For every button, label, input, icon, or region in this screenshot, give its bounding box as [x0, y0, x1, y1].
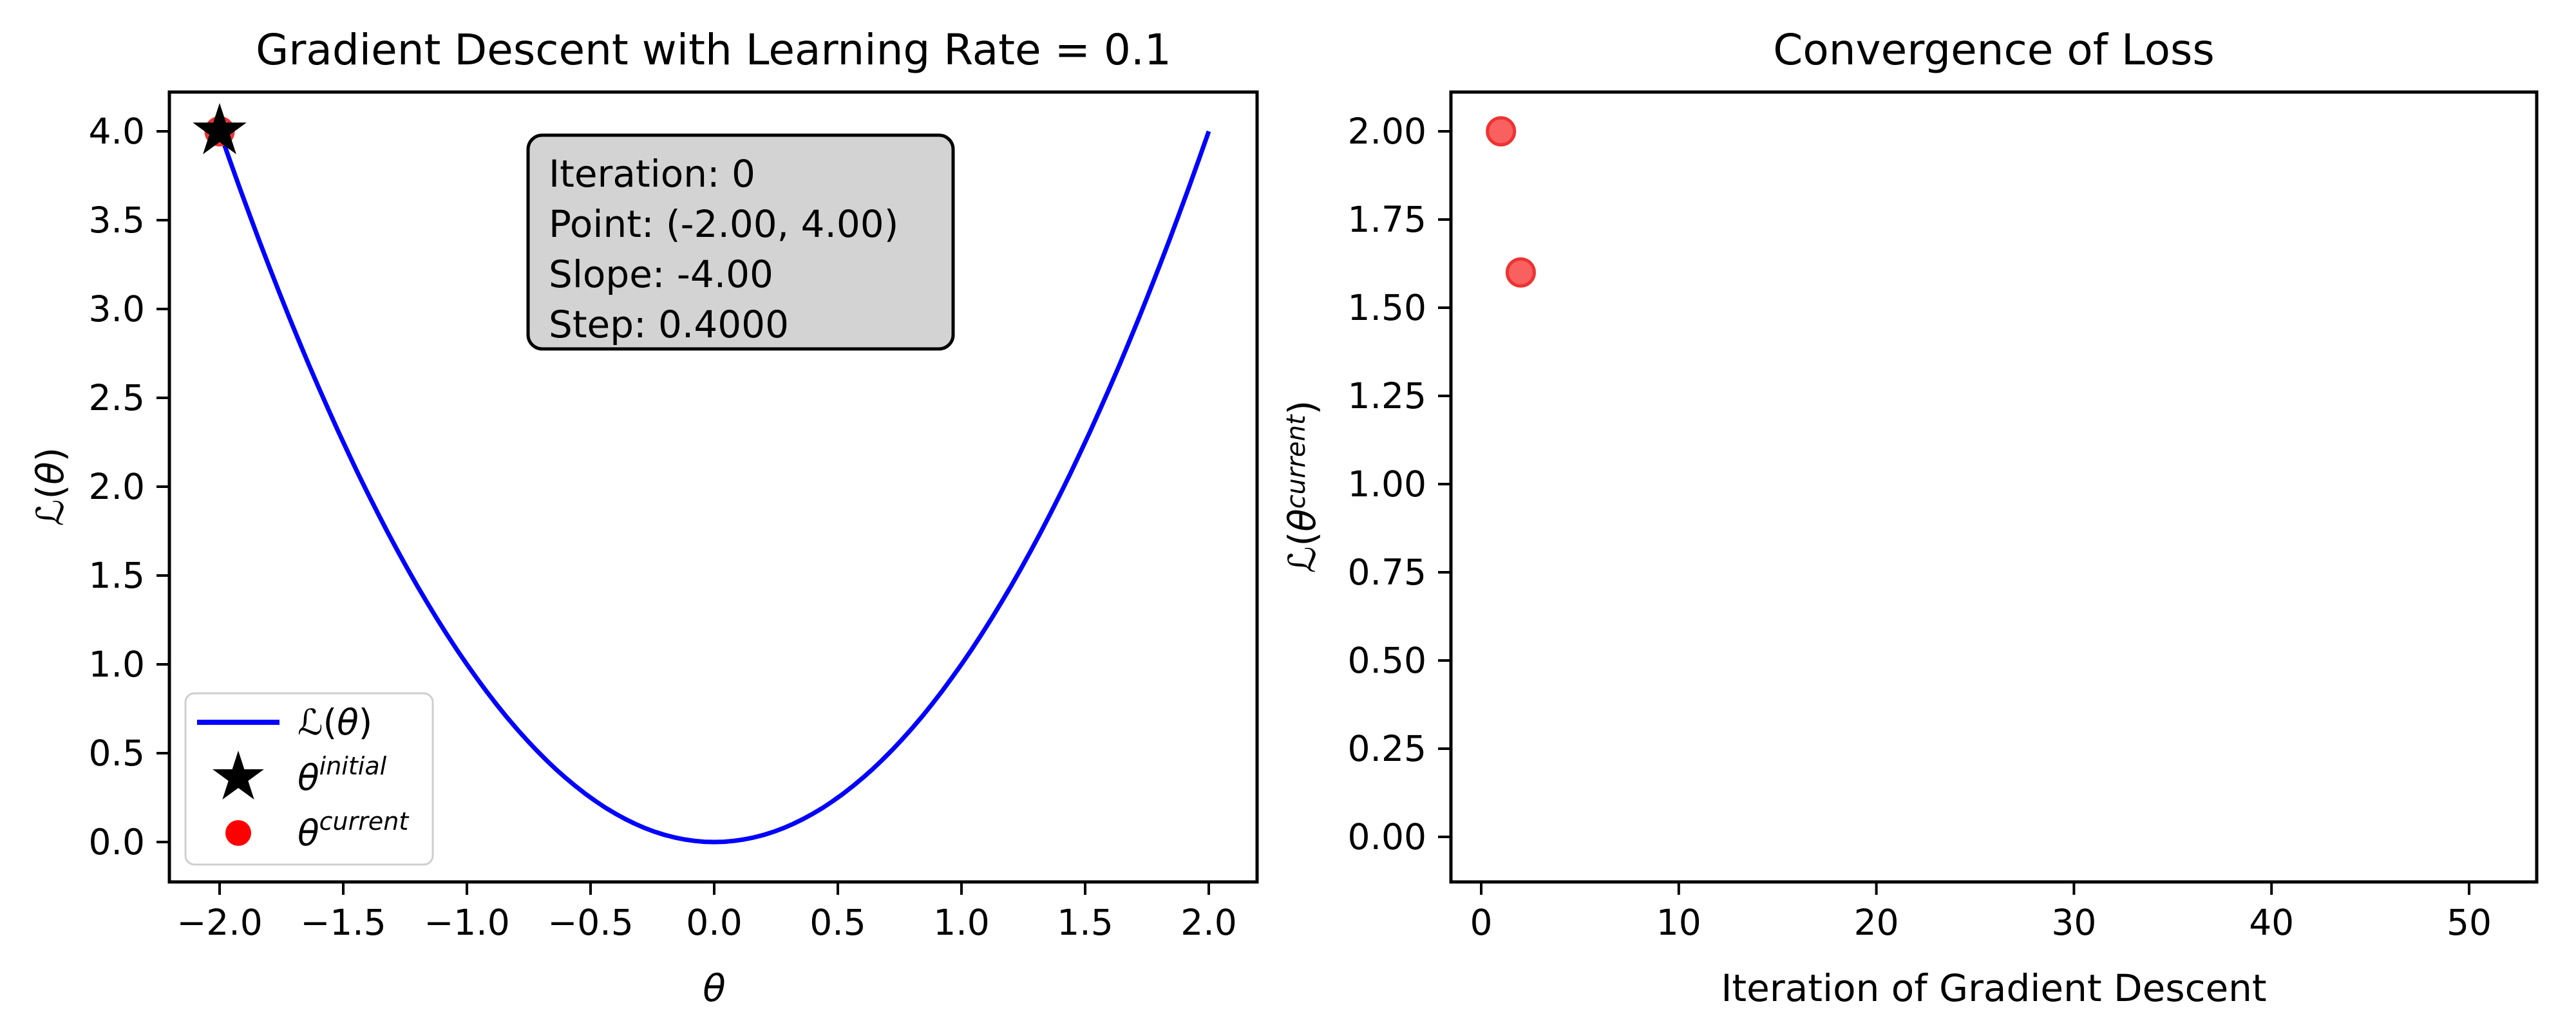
y-tick-label: 0.75 [1348, 552, 1426, 593]
y-tick-label: 4.0 [89, 111, 145, 152]
annotation-line-iteration: Iteration: 0 [549, 152, 755, 196]
loss-point [1486, 116, 1517, 147]
y-tick-label: 1.25 [1348, 375, 1426, 417]
left-chart: Gradient Descent with Learning Rate = 0.… [28, 25, 1259, 1010]
right-x-axis-ticks: 0 10 20 30 40 50 [1470, 882, 2492, 943]
legend-label-loss-curve: ℒ(θ) [298, 702, 372, 743]
right-plot-background [1451, 92, 2537, 882]
y-tick-label: 2.5 [89, 377, 145, 418]
x-tick-label: 10 [1656, 902, 1701, 943]
x-tick-label: 0 [1470, 902, 1493, 943]
annotation-line-point: Point: (-2.00, 4.00) [549, 202, 898, 246]
x-tick-label: −2.0 [176, 902, 263, 943]
y-tick-label: 0.00 [1348, 816, 1426, 857]
left-y-axis-label: ℒ(θ) [28, 447, 72, 527]
legend-label-theta-current: θcurrent [298, 807, 410, 854]
legend: ℒ(θ) θinitial θcurrent [184, 692, 434, 866]
right-x-axis-label: Iteration of Gradient Descent [1721, 966, 2266, 1010]
x-tick-label: −1.0 [424, 902, 510, 943]
annotation-line-step: Step: 0.4000 [549, 303, 789, 346]
y-tick-label: 3.0 [89, 288, 145, 330]
annotation-box: Iteration: 0 Point: (-2.00, 4.00) Slope:… [526, 133, 955, 351]
x-tick-label: 0.0 [686, 902, 742, 943]
y-tick-label: 2.0 [89, 466, 145, 507]
legend-star-marker-icon [213, 751, 264, 800]
right-plot-spines [1449, 90, 2539, 884]
left-x-axis-ticks: −2.0 −1.5 −1.0 −0.5 0.0 0.5 1.0 1.5 2.0 [176, 882, 1237, 943]
x-tick-label: 2.0 [1180, 902, 1236, 943]
loss-scatter-points [1486, 116, 1536, 288]
y-tick-label: 1.5 [89, 555, 145, 596]
legend-point-marker-icon [225, 820, 251, 846]
left-plot-spines [167, 90, 1259, 884]
x-tick-label: 0.5 [810, 902, 866, 943]
left-x-axis-label: θ [703, 966, 726, 1010]
y-tick-label: 2.00 [1348, 111, 1426, 152]
right-chart-title: Convergence of Loss [1773, 25, 2215, 75]
x-tick-label: 1.5 [1057, 902, 1113, 943]
legend-label-theta-initial: θinitial [298, 752, 387, 798]
left-chart-title: Gradient Descent with Learning Rate = 0.… [256, 25, 1171, 75]
initial-theta-star [193, 103, 247, 154]
y-tick-label: 3.5 [89, 200, 145, 241]
y-tick-label: 0.5 [89, 733, 145, 774]
loss-point [1505, 257, 1536, 288]
loss-curve [217, 130, 1211, 845]
x-tick-label: 1.0 [933, 902, 989, 943]
legend-box [184, 692, 434, 866]
right-y-axis-ticks: 0.00 0.25 0.50 0.75 1.00 1.25 1.50 1.75 2.00 [1348, 111, 1451, 857]
x-tick-label: 50 [2447, 902, 2492, 943]
y-tick-label: 0.50 [1348, 640, 1426, 681]
x-tick-label: 40 [2249, 902, 2294, 943]
y-tick-label: 1.75 [1348, 199, 1426, 240]
y-tick-label: 1.50 [1348, 287, 1426, 328]
x-tick-label: −0.5 [547, 902, 634, 943]
y-tick-label: 1.00 [1348, 464, 1426, 505]
right-y-axis-label: ℒ(θcurrent) [1280, 400, 1324, 573]
y-tick-label: 1.0 [89, 644, 145, 685]
y-tick-label: 0.25 [1348, 728, 1426, 769]
x-tick-label: −1.5 [300, 902, 386, 943]
x-tick-label: 20 [1854, 902, 1899, 943]
annotation-line-slope: Slope: -4.00 [549, 252, 773, 296]
y-tick-label: 0.0 [89, 821, 145, 863]
right-chart: Convergence of Loss 0 10 20 30 40 50 0.00 0.25… [1280, 25, 2539, 1010]
annotation-background [526, 133, 955, 351]
x-tick-label: 30 [2051, 902, 2096, 943]
left-y-axis-ticks: 0.0 0.5 1.0 1.5 2.0 2.5 3.0 3.5 4.0 [89, 111, 169, 863]
